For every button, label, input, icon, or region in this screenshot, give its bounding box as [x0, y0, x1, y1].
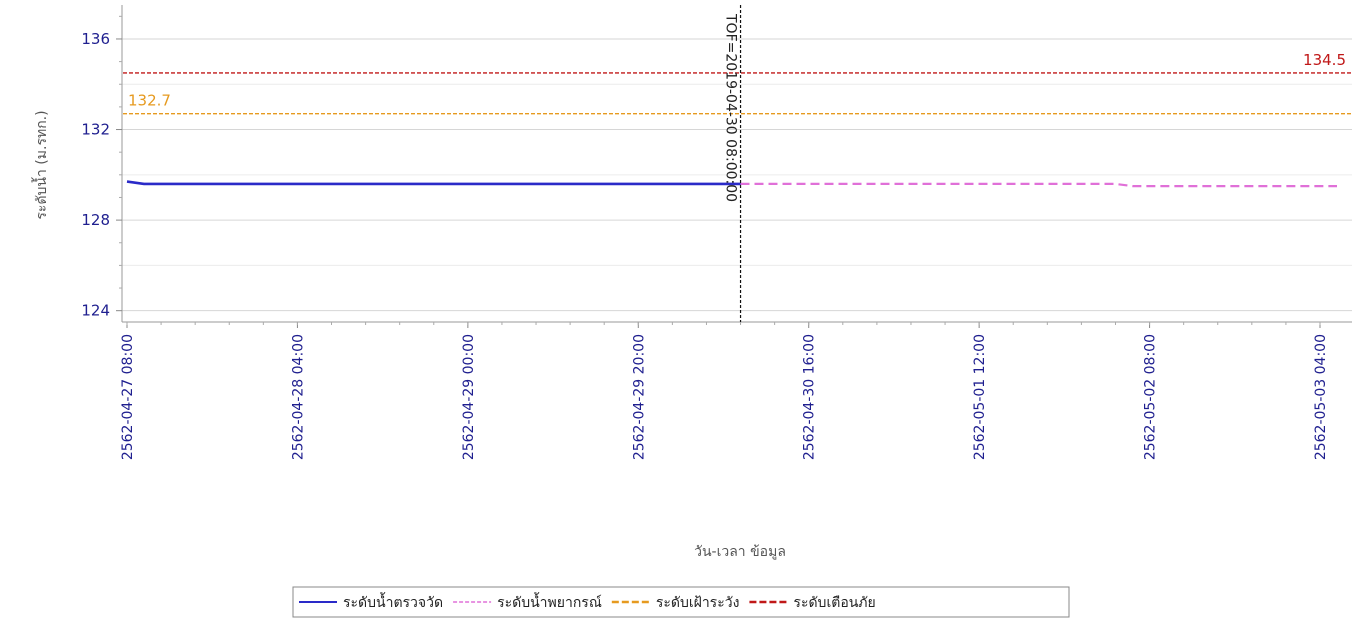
- x-tick-label: 2562-04-28 04:00: [290, 334, 306, 460]
- legend-label: ระดับเตือนภัย: [793, 595, 875, 611]
- series-lines: [123, 72, 1352, 188]
- x-tick-label: 2562-04-29 20:00: [631, 334, 647, 460]
- series-line: [126, 180, 741, 186]
- x-tick-label: 2562-04-29 00:00: [461, 334, 477, 460]
- legend-item: ระดับเฝ้าระวัง: [611, 595, 740, 611]
- legend-label: ระดับน้ำพยากรณ์: [497, 592, 602, 611]
- legend-label: ระดับน้ำตรวจวัด: [343, 592, 443, 611]
- y-tick-label: 124: [81, 302, 110, 320]
- threshold-label: 132.7: [128, 92, 171, 110]
- y-tick-label: 128: [81, 211, 110, 229]
- legend-box: [292, 586, 1070, 618]
- y-tick-label: 132: [81, 121, 110, 139]
- legend: ระดับน้ำตรวจวัด ระดับน้ำพยากรณ์ ระดับเฝ้าร…: [292, 586, 1070, 618]
- x-tick-label: 2562-05-01 12:00: [972, 334, 988, 460]
- legend-label: ระดับเฝ้าระวัง: [656, 595, 740, 611]
- x-tick-label: 2562-04-27 08:00: [120, 334, 136, 460]
- y-axis-title: ระดับน้ำ (ม.รทก.): [31, 110, 50, 219]
- x-tick-label: 2562-05-02 08:00: [1143, 334, 1159, 460]
- x-tick-label: 2562-05-03 04:00: [1313, 334, 1329, 460]
- x-axis-title: วัน-เวลา ข้อมูล: [694, 544, 786, 560]
- y-axis: 124 128 132 136: [81, 15, 122, 320]
- y-tick-label: 136: [81, 30, 110, 48]
- legend-item: ระดับเตือนภัย: [749, 595, 876, 611]
- legend-item: ระดับน้ำตรวจวัด: [299, 592, 443, 611]
- plot-frame: [121, 5, 1352, 323]
- tof-label: TOF=2019-04-30 08:00:00: [723, 13, 739, 202]
- series-line: [740, 182, 1337, 188]
- x-axis: 2562-04-27 08:00 2562-04-28 04:00 2562-04-…: [120, 322, 1329, 460]
- legend-item: ระดับน้ำพยากรณ์: [453, 592, 602, 611]
- threshold-label: 134.5: [1303, 51, 1346, 69]
- annotations: 132.7 134.5 TOF=2019-04-30 08:00:00: [128, 5, 1346, 322]
- grid-lines: [122, 38, 1352, 312]
- x-tick-label: 2562-04-30 16:00: [802, 334, 818, 460]
